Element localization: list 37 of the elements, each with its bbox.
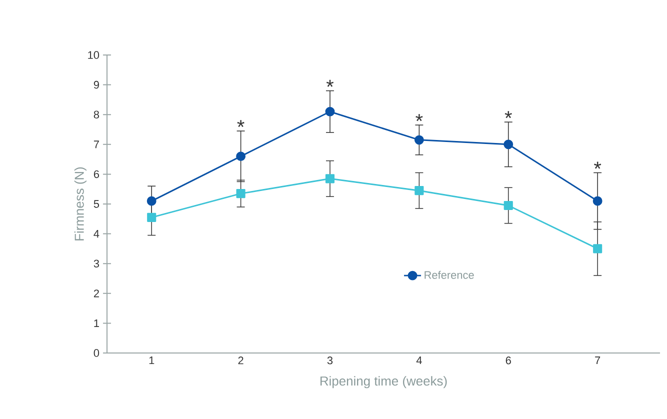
point (504, 200, 513, 210)
x-tick-label: 3 (327, 356, 333, 364)
annotation: * (326, 80, 334, 87)
point (146, 196, 156, 206)
y-tick-label: 4 (94, 230, 100, 238)
legend-label: Reference (424, 270, 474, 279)
annotation: * (237, 120, 244, 128)
y-tick-label: 7 (94, 140, 99, 148)
y-tick-label: 0 (94, 349, 100, 357)
y-axis-title: Firmness (N) (74, 167, 86, 240)
x-tick-label: 1 (149, 356, 154, 364)
x-tick-label: 4 (416, 356, 422, 364)
x-tick-label: 2 (238, 356, 244, 364)
point (147, 212, 156, 222)
y-tick-label: 9 (94, 80, 99, 89)
y-tick-label: 2 (94, 290, 99, 298)
y-tick-label: 3 (94, 260, 100, 268)
point (592, 196, 602, 206)
annotation: * (594, 162, 602, 169)
annotation: * (416, 114, 423, 122)
y-tick-label: 8 (94, 110, 100, 118)
point (504, 140, 514, 150)
point (325, 174, 335, 184)
point (414, 186, 424, 196)
annotation: * (504, 111, 512, 118)
y-tick-label: 10 (88, 51, 100, 59)
point (236, 189, 246, 198)
x-tick-label: 7 (595, 356, 600, 364)
point (325, 106, 335, 116)
x-axis-title: Ripening time (weeks) (320, 376, 447, 388)
point (593, 244, 602, 254)
x-tick-label: 6 (506, 356, 511, 364)
y-tick-label: 5 (94, 200, 100, 208)
y-tick-label: 6 (94, 170, 100, 178)
point (236, 152, 246, 162)
point (414, 135, 424, 145)
y-tick-label: 1 (94, 319, 99, 327)
